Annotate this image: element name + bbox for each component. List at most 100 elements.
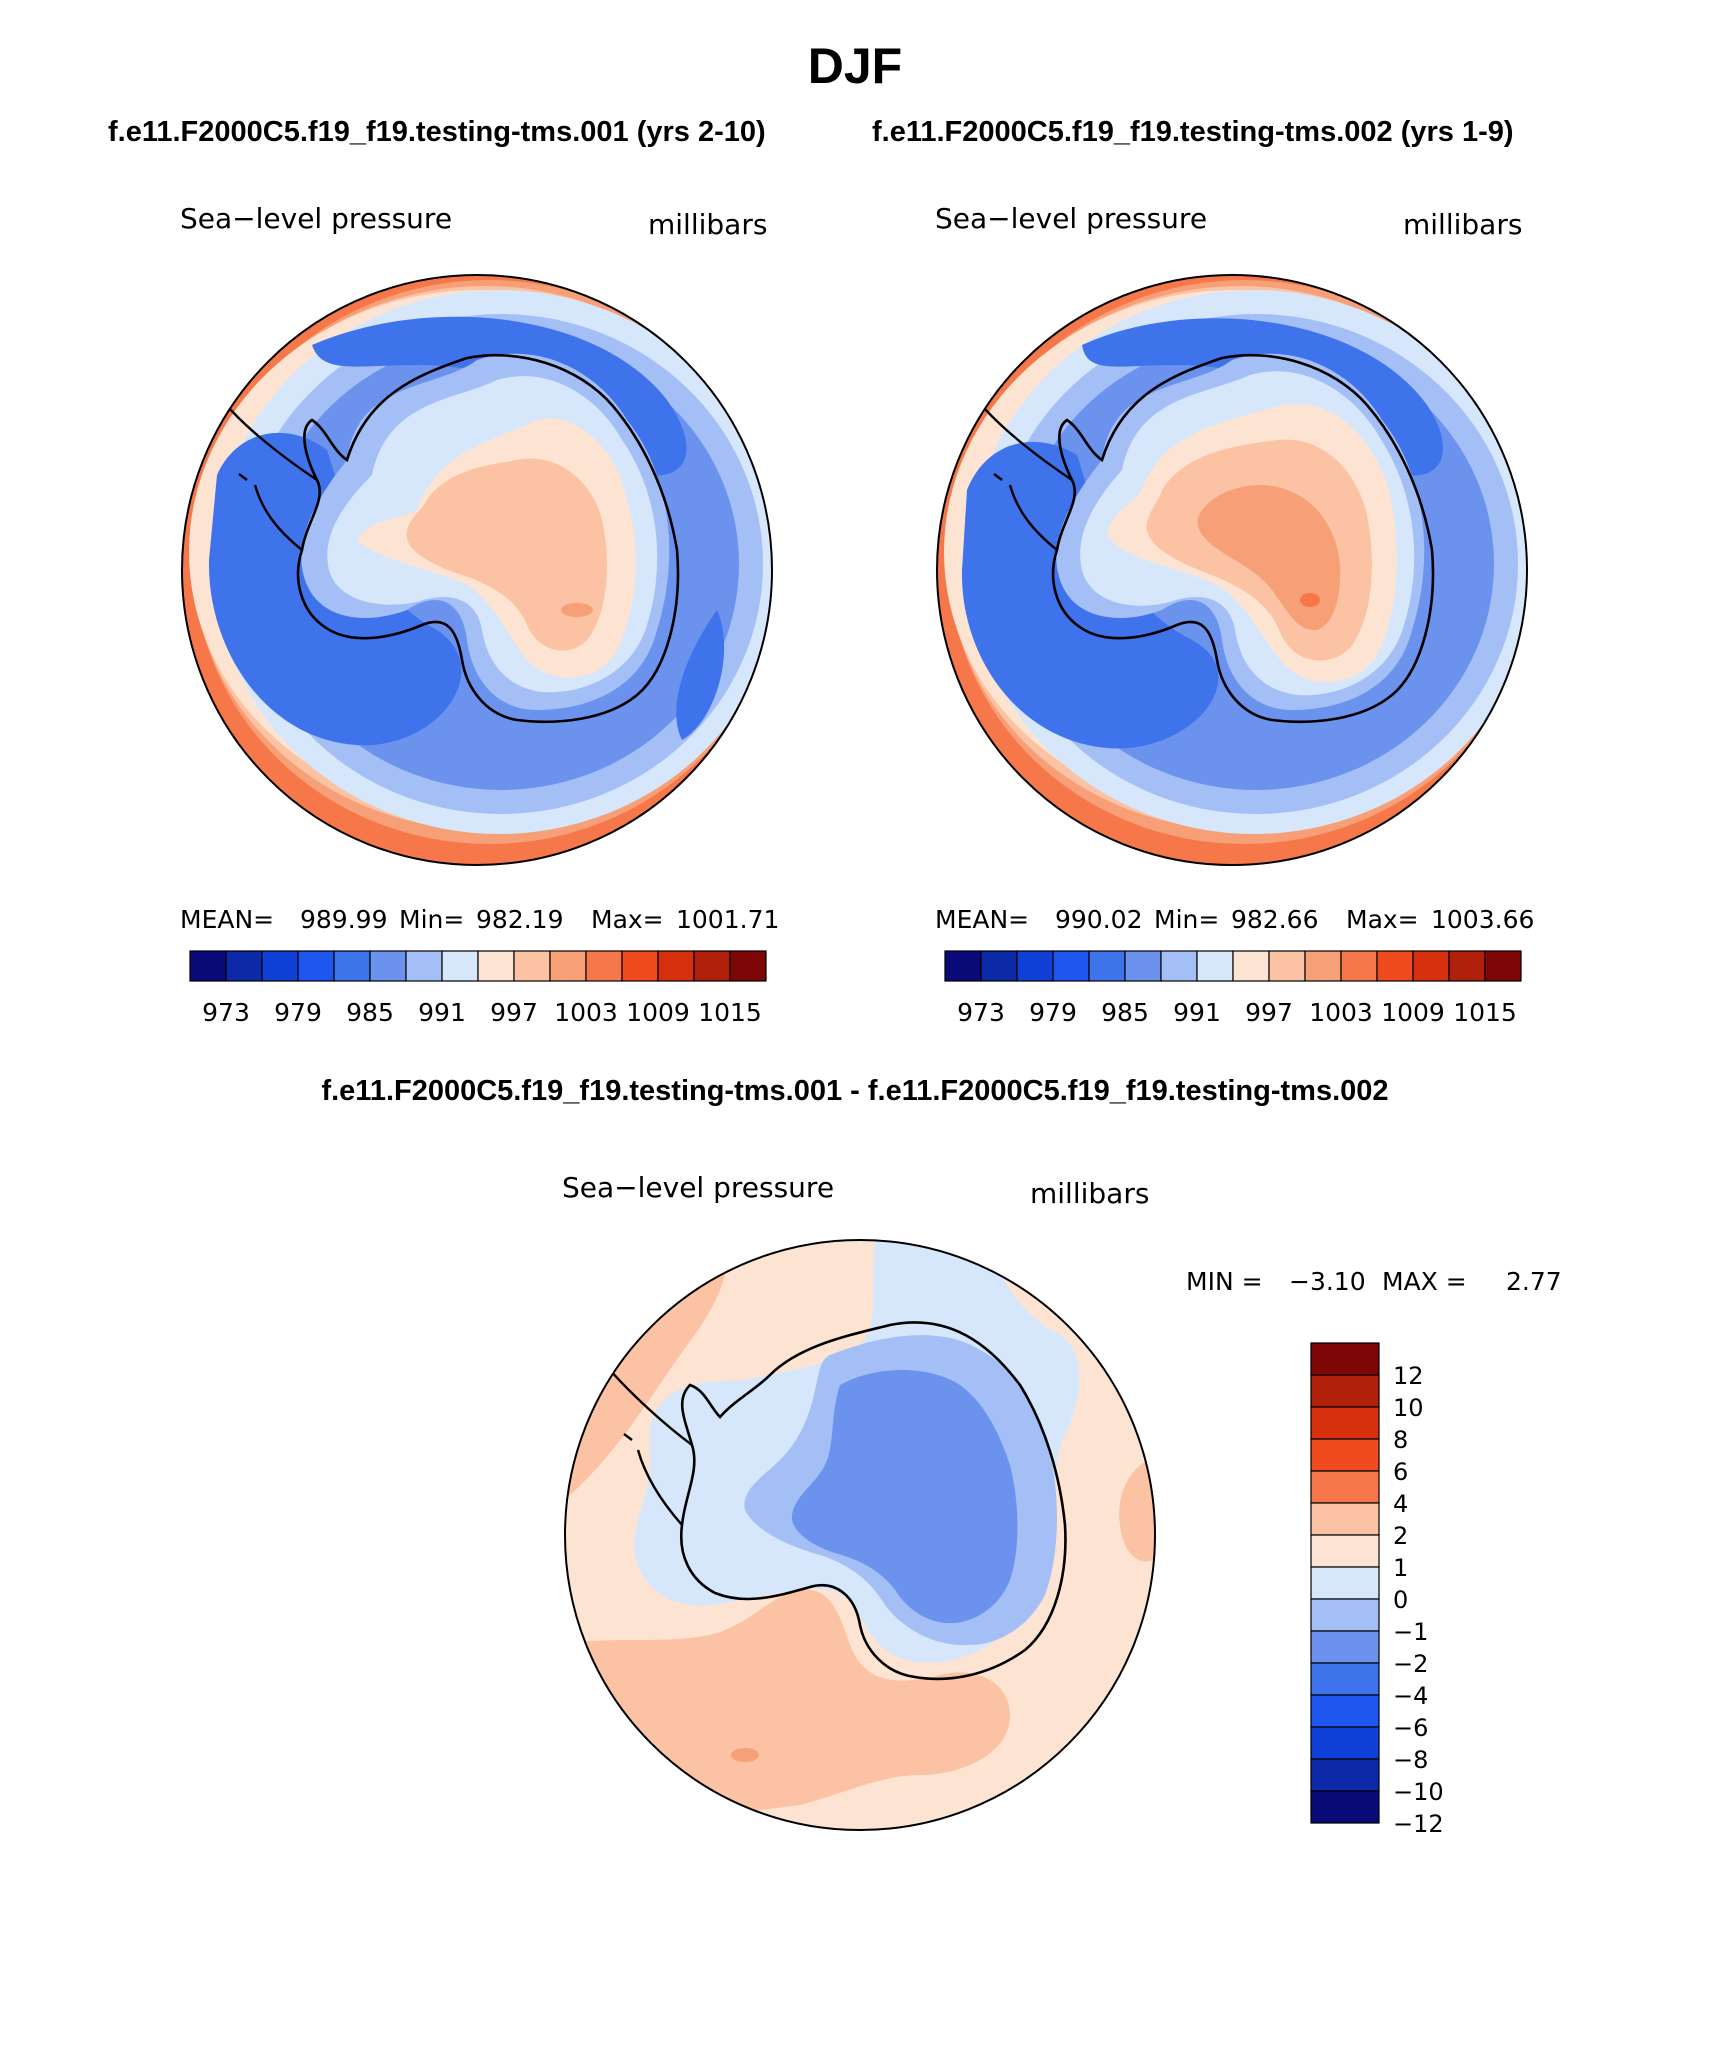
diff-polar-map	[564, 1239, 1156, 1831]
diff-title: f.e11.F2000C5.f19_f19.testing-tms.001 - …	[321, 1075, 1388, 1107]
case1-colorbar-ticks: 973 979 985 991 997 1003 1009 1015	[202, 998, 762, 1027]
diff-colorbar-tick-label: −6	[1393, 1714, 1428, 1742]
case1-colorbar-box	[333, 950, 371, 982]
case2-colorbar-box	[1124, 950, 1162, 982]
case2-colorbar-box	[1448, 950, 1486, 982]
case2-colorbar-box	[1412, 950, 1450, 982]
case1-colorbar-box	[477, 950, 515, 982]
diff-colorbar-box	[1310, 1470, 1380, 1504]
case1-high-core	[406, 458, 607, 651]
case2-colorbar-tick-label: 997	[1245, 998, 1293, 1027]
case1-title: f.e11.F2000C5.f19_f19.testing-tms.001 (y…	[108, 116, 766, 148]
case2-high-peak-area	[1197, 485, 1341, 631]
diff-colorbar-tick-label: 8	[1393, 1426, 1408, 1454]
panel-case2: Sea−level pressure millibars	[935, 202, 1534, 1027]
diff-colorbar-box	[1310, 1566, 1380, 1600]
case2-colorbar-box	[1088, 950, 1126, 982]
case1-colorbar-tick-label: 973	[202, 998, 250, 1027]
case1-colorbar-box	[693, 950, 731, 982]
case1-colorbar-box	[657, 950, 695, 982]
case1-left-label: Sea−level pressure	[180, 202, 452, 235]
diff-colorbar-box	[1310, 1534, 1380, 1568]
case1-colorbar-tick-label: 979	[274, 998, 322, 1027]
diff-neg-center	[791, 1370, 1018, 1624]
case2-left-label: Sea−level pressure	[935, 202, 1207, 235]
case1-coastline	[296, 353, 680, 724]
diff-colorbar-tick-label: 2	[1393, 1522, 1408, 1550]
case1-high-peak	[561, 603, 593, 617]
case2-coastline	[1051, 353, 1435, 724]
case1-max-label: Max=	[591, 905, 664, 934]
case2-colorbar-box	[1016, 950, 1054, 982]
case2-min-label: Min=	[1154, 905, 1219, 934]
diff-colorbar-tick-label: −12	[1393, 1810, 1444, 1838]
case2-colorbar-box	[1196, 950, 1234, 982]
case2-max-label: Max=	[1346, 905, 1419, 934]
diff-colorbar-box	[1310, 1342, 1380, 1376]
diff-colorbar-box	[1310, 1694, 1380, 1728]
case2-colorbar-box	[1160, 950, 1198, 982]
case1-colorbar-box	[441, 950, 479, 982]
case1-colorbar-box	[405, 950, 443, 982]
panel-diff: f.e11.F2000C5.f19_f19.testing-tms.001 - …	[321, 1075, 1561, 1838]
case2-colorbar-tick-label: 985	[1101, 998, 1149, 1027]
case1-colorbar-box	[225, 950, 263, 982]
diff-colorbar-tick-label: 1	[1393, 1554, 1408, 1582]
diff-colorbar-box	[1310, 1438, 1380, 1472]
diff-colorbar-tick-label: 12	[1393, 1362, 1424, 1390]
case1-colorbar-tick-label: 991	[418, 998, 466, 1027]
case2-colorbar-box	[1340, 950, 1378, 982]
case2-colorbar-box	[1268, 950, 1306, 982]
case2-colorbar-box	[1052, 950, 1090, 982]
case1-colorbar	[189, 950, 767, 982]
diff-min-label: MIN =	[1186, 1267, 1263, 1296]
diff-colorbar-box	[1310, 1374, 1380, 1408]
case1-colorbar-box	[729, 950, 767, 982]
case1-colorbar-box	[621, 950, 659, 982]
diff-colorbar-tick-label: 4	[1393, 1490, 1408, 1518]
diff-min-value: −3.10	[1289, 1267, 1366, 1296]
case2-colorbar-box	[1304, 950, 1342, 982]
figure-title: DJF	[808, 38, 902, 94]
diff-left-label: Sea−level pressure	[562, 1171, 834, 1204]
case2-colorbar-ticks: 973 979 985 991 997 1003 1009 1015	[957, 998, 1517, 1027]
diff-max-label: MAX =	[1382, 1267, 1467, 1296]
case1-colorbar-box	[189, 950, 227, 982]
case1-colorbar-box	[549, 950, 587, 982]
diff-colorbar-box	[1310, 1662, 1380, 1696]
case1-colorbar-tick-label: 985	[346, 998, 394, 1027]
case1-min-label: Min=	[399, 905, 464, 934]
case2-right-label: millibars	[1403, 208, 1522, 241]
case1-polar-map	[181, 274, 773, 866]
case2-colorbar-box	[1376, 950, 1414, 982]
case1-max-value: 1001.71	[676, 905, 779, 934]
case1-mean-label: MEAN=	[180, 905, 274, 934]
diff-coastline	[679, 1321, 1067, 1681]
case2-colorbar-tick-label: 1003	[1309, 998, 1373, 1027]
diff-colorbar-box	[1310, 1502, 1380, 1536]
diff-colorbar-box	[1310, 1598, 1380, 1632]
case2-colorbar-tick-label: 991	[1173, 998, 1221, 1027]
case2-colorbar-box	[980, 950, 1018, 982]
diff-colorbar-tick-label: −10	[1393, 1778, 1444, 1806]
case2-colorbar-box	[1484, 950, 1522, 982]
case1-right-label: millibars	[648, 208, 767, 241]
case2-peak	[1300, 593, 1320, 607]
case2-colorbar-tick-label: 1009	[1381, 998, 1445, 1027]
diff-right-label: millibars	[1030, 1177, 1149, 1210]
case2-colorbar-box	[1232, 950, 1270, 982]
diff-colorbar	[1310, 1342, 1380, 1824]
diff-peninsula	[603, 1359, 693, 1526]
case2-peninsula	[970, 389, 1073, 551]
diff-colorbar-tick-label: 0	[1393, 1586, 1408, 1614]
case2-max-value: 1003.66	[1431, 905, 1534, 934]
case2-colorbar-tick-label: 979	[1029, 998, 1077, 1027]
diff-colorbar-tick-label: 10	[1393, 1394, 1424, 1422]
diff-colorbar-box	[1310, 1758, 1380, 1792]
diff-colorbar-box	[1310, 1406, 1380, 1440]
diff-colorbar-tick-label: 6	[1393, 1458, 1408, 1486]
case2-colorbar-box	[944, 950, 982, 982]
case2-mean-label: MEAN=	[935, 905, 1029, 934]
diff-colorbar-box	[1310, 1790, 1380, 1824]
